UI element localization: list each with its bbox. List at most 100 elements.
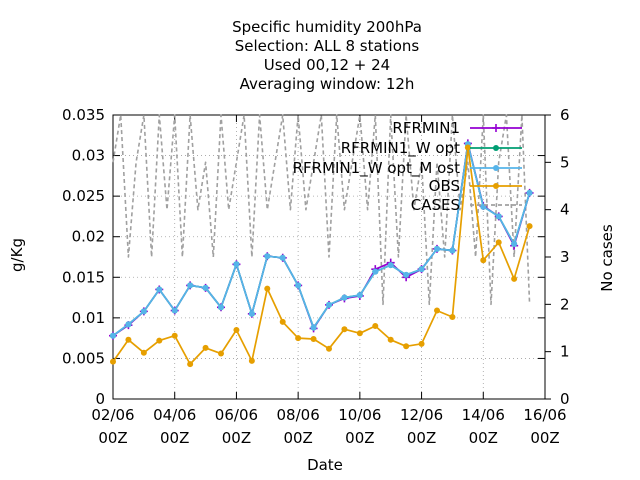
y2-tick-label: 0 xyxy=(560,390,570,408)
data-point xyxy=(125,321,132,328)
y-tick-label: 0.035 xyxy=(62,106,105,124)
data-point xyxy=(356,292,363,299)
data-point xyxy=(403,343,410,350)
data-point xyxy=(125,336,132,343)
data-point xyxy=(372,322,379,329)
x-tick-label-hour: 00Z xyxy=(98,429,127,447)
data-point xyxy=(248,357,255,364)
data-point xyxy=(202,344,209,351)
data-point xyxy=(248,310,255,317)
legend-label: RFRMIN1_W opt_M ost xyxy=(293,159,460,178)
x-tick-label-date: 08/06 xyxy=(277,406,320,424)
data-point xyxy=(511,275,518,282)
x-tick-label-date: 16/06 xyxy=(523,406,566,424)
x-tick-label-date: 14/06 xyxy=(462,406,505,424)
data-point xyxy=(341,294,348,301)
x-tick-label-hour: 00Z xyxy=(407,429,436,447)
y2-tick-label: 2 xyxy=(560,295,570,313)
data-point xyxy=(264,285,271,292)
legend-marker xyxy=(493,145,499,151)
data-point xyxy=(326,301,332,308)
data-point xyxy=(187,282,194,289)
data-point xyxy=(326,345,332,352)
y2-tick-label: 3 xyxy=(560,248,570,266)
data-point xyxy=(372,268,379,275)
data-point xyxy=(356,330,363,337)
series-rfrmin1-w-opt-m-ost xyxy=(110,141,533,339)
title-line: Selection: ALL 8 stations xyxy=(235,37,420,55)
data-point xyxy=(310,335,317,342)
data-point xyxy=(264,253,271,260)
data-point xyxy=(526,189,533,196)
data-point xyxy=(233,261,240,268)
series-line xyxy=(112,143,531,337)
title-line: Specific humidity 200hPa xyxy=(232,18,422,36)
legend-marker xyxy=(492,124,500,132)
data-point xyxy=(526,223,533,230)
legend-label: OBS xyxy=(429,177,460,195)
y2-tick-label: 6 xyxy=(560,106,570,124)
data-point xyxy=(140,349,147,356)
x-tick-label-hour: 00Z xyxy=(222,429,251,447)
legend-label: RFRMIN1 xyxy=(392,119,460,137)
legend-label: RFRMIN1_W opt xyxy=(341,139,460,158)
legend-marker xyxy=(493,183,499,189)
series-obs xyxy=(110,144,533,368)
series-line xyxy=(112,146,531,365)
y-tick-label: 0.03 xyxy=(72,147,105,165)
y2-tick-label: 5 xyxy=(560,153,570,171)
data-point xyxy=(171,307,178,314)
y-tick-label: 0.02 xyxy=(72,228,105,246)
data-point xyxy=(110,332,116,339)
y2-axis-label: No cases xyxy=(598,224,616,292)
data-point xyxy=(449,247,456,254)
x-tick-label-date: 10/06 xyxy=(338,406,381,424)
data-point xyxy=(418,340,425,347)
data-point xyxy=(434,307,440,314)
data-point xyxy=(387,262,394,269)
x-tick-label-date: 04/06 xyxy=(153,406,196,424)
data-point xyxy=(233,327,240,334)
x-tick-label-hour: 00Z xyxy=(160,429,189,447)
x-tick-label-date: 02/06 xyxy=(91,406,134,424)
data-point xyxy=(171,332,178,339)
data-point xyxy=(295,335,302,342)
y-tick-label: 0.005 xyxy=(62,349,105,367)
data-point xyxy=(480,257,487,264)
data-point xyxy=(156,337,163,344)
data-point xyxy=(434,245,440,252)
series-layer xyxy=(109,114,534,368)
y2-tick-label: 1 xyxy=(560,343,570,361)
data-point xyxy=(140,308,147,315)
x-tick-label-date: 06/06 xyxy=(215,406,258,424)
series-cases xyxy=(112,114,531,306)
y-tick-label: 0 xyxy=(95,390,105,408)
data-point xyxy=(495,239,502,246)
data-point xyxy=(187,361,194,368)
y-tick-label: 0.01 xyxy=(72,309,105,327)
data-point xyxy=(218,350,224,357)
x-tick-label-hour: 00Z xyxy=(345,429,374,447)
y-tick-label: 0.015 xyxy=(62,268,105,286)
legend-marker xyxy=(493,165,499,171)
series-line xyxy=(112,114,531,306)
data-point xyxy=(495,213,502,220)
x-tick-label-hour: 00Z xyxy=(530,429,559,447)
y2-axis-ticks: 0 1 2 3 4 5 6 xyxy=(545,106,570,408)
data-point xyxy=(310,324,317,331)
title-line: Averaging window: 12h xyxy=(240,75,415,93)
data-point xyxy=(279,318,286,325)
data-point xyxy=(464,144,471,151)
x-axis-label: Date xyxy=(307,456,343,474)
data-point xyxy=(218,304,224,311)
legend-label: CASES xyxy=(411,196,460,214)
data-point xyxy=(403,271,410,278)
data-point xyxy=(279,254,286,261)
y-axis-ticks: 0 0.005 0.01 0.015 0.02 0.025 0.03 0.035 xyxy=(62,106,545,408)
data-point xyxy=(511,241,518,248)
x-tick-label-hour: 00Z xyxy=(469,429,498,447)
x-tick-label-hour: 00Z xyxy=(283,429,312,447)
data-point xyxy=(110,358,116,365)
